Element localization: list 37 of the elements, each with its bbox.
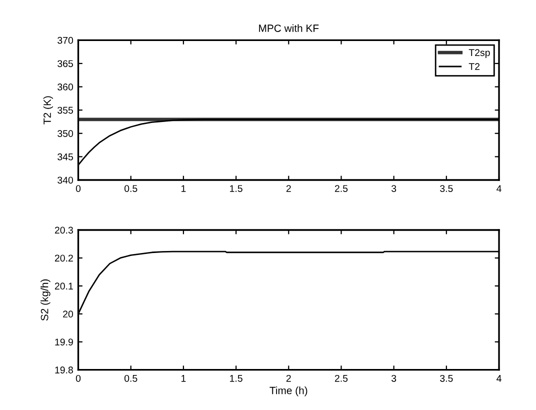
x-tick-label: 2.5: [334, 374, 348, 382]
legend-label: T2sp: [468, 49, 490, 58]
x-tick-label: 4: [496, 375, 502, 382]
x-tick-label: 1: [181, 185, 186, 192]
y-tick-label: 19.9: [55, 338, 73, 346]
y-axis-title: S2 (kg/h): [40, 279, 50, 321]
x-tick-label: 0.5: [124, 185, 138, 192]
y-tick-label: 20.2: [54, 254, 73, 262]
y-tick-label: 20.1: [54, 282, 73, 290]
x-tick-label: 1: [181, 375, 186, 382]
x-tick-label: 1.5: [230, 375, 242, 382]
y-tick-label: 370: [58, 36, 74, 44]
y-tick-label: 340: [58, 176, 74, 184]
y-tick-label: 19.8: [55, 366, 73, 374]
x-tick-label: 3.5: [440, 185, 453, 192]
y-tick-label: 20: [63, 310, 74, 318]
x-tick-label: 2: [286, 185, 291, 192]
y-tick-label: 345: [58, 153, 73, 160]
x-tick-label: 3: [391, 185, 396, 192]
x-tick-label: 3: [391, 374, 396, 382]
x-tick-label: 0: [76, 185, 81, 192]
y-tick-label: 360: [58, 84, 74, 90]
x-tick-label: 1.5: [230, 185, 242, 192]
x-tick-label: 4: [496, 185, 502, 192]
x-tick-label: 0: [76, 374, 81, 382]
y-tick-label: 355: [58, 106, 73, 114]
y-tick-label: 350: [58, 130, 74, 138]
y-axis-title: T2 (K): [43, 96, 54, 124]
chart-title: MPC with KF: [259, 24, 319, 32]
legend-label: T2: [468, 63, 480, 70]
x-tick-label: 2.5: [334, 185, 348, 192]
x-tick-label: 0.5: [124, 374, 138, 382]
x-axis-title: Time (h): [270, 386, 308, 396]
y-tick-label: 365: [58, 60, 73, 68]
y-tick-label: 20.3: [54, 226, 73, 234]
x-tick-label: 3.5: [440, 374, 453, 382]
x-tick-label: 2: [286, 374, 291, 382]
